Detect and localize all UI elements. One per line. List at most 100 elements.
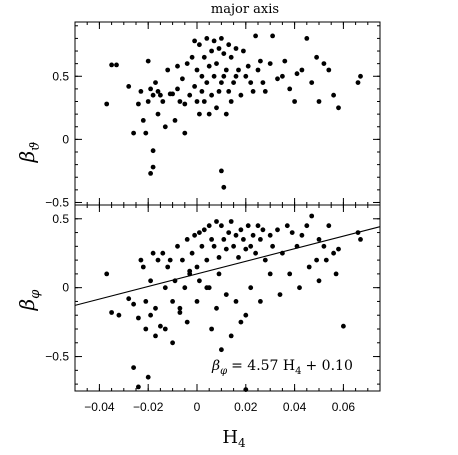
bottom-data-point — [167, 257, 173, 263]
top-data-point — [250, 89, 256, 94]
bottom-data-point — [280, 250, 285, 256]
bottom-data-point — [136, 384, 141, 390]
bottom-data-point — [187, 268, 193, 274]
bottom-data-point — [184, 319, 190, 325]
bottom-data-point — [162, 285, 168, 291]
bottom-data-point — [248, 285, 254, 291]
fit-line — [74, 226, 381, 306]
bottom-data-point — [148, 312, 154, 318]
top-data-point — [189, 54, 195, 60]
top-data-point — [197, 42, 202, 48]
bottom-data-point — [358, 237, 363, 242]
bottom-data-point — [223, 246, 229, 252]
top-data-point — [155, 89, 161, 94]
top-data-point — [175, 86, 180, 92]
top-data-point — [204, 80, 210, 85]
bottom-data-point — [162, 326, 168, 332]
top-data-point — [182, 130, 188, 136]
top-data-point — [184, 61, 190, 66]
top-data-point — [209, 48, 215, 54]
top-data-point — [201, 54, 207, 60]
bottom-data-point — [192, 232, 198, 238]
x-tick-label: 0.06 — [332, 400, 356, 414]
bottom-data-point — [131, 365, 137, 370]
top-data-point — [194, 67, 200, 73]
top-data-point — [158, 92, 163, 98]
top-data-point — [221, 184, 227, 190]
bottom-data-point — [289, 230, 295, 236]
top-data-point — [214, 61, 219, 66]
bottom-data-point — [204, 257, 210, 263]
top-data-point — [194, 99, 200, 104]
bottom-data-point — [206, 285, 212, 291]
top-data-point — [109, 62, 114, 68]
top-data-point — [294, 71, 300, 77]
bottom-data-point — [306, 264, 312, 270]
bottom-y-tick-label: −0.5 — [45, 350, 69, 364]
top-data-point — [150, 148, 156, 154]
top-data-point — [231, 80, 237, 85]
top-data-point — [226, 89, 232, 94]
top-data-point — [309, 80, 315, 85]
top-data-point — [358, 73, 363, 79]
top-data-point — [199, 89, 205, 94]
bottom-y-tick-label: 0.5 — [52, 212, 69, 226]
top-data-point — [175, 63, 180, 69]
bottom-data-point — [209, 237, 215, 242]
bottom-data-point — [255, 223, 261, 229]
bottom-data-point — [270, 243, 275, 249]
top-data-point — [245, 63, 251, 69]
top-data-point — [216, 46, 222, 51]
top-data-point — [143, 130, 149, 136]
bottom-data-point — [184, 237, 190, 242]
bottom-data-point — [136, 315, 141, 321]
bottom-data-point — [245, 223, 251, 229]
top-data-point — [262, 89, 268, 94]
top-y-tick-label: −0.5 — [45, 195, 69, 209]
top-data-point — [162, 124, 168, 130]
bottom-data-point — [228, 333, 234, 339]
bottom-data-point — [219, 223, 224, 229]
bottom-data-point — [209, 326, 215, 332]
bottom-data-point — [238, 319, 244, 325]
top-data-point — [248, 80, 254, 85]
bottom-data-point — [223, 292, 229, 297]
top-data-point — [223, 111, 229, 117]
bottom-y-tick-label: 0 — [62, 281, 69, 295]
bottom-data-point — [194, 264, 200, 270]
top-data-point — [126, 84, 132, 89]
top-ylabel: βϑ — [15, 142, 43, 164]
bottom-data-point — [138, 257, 144, 263]
bottom-data-point — [250, 232, 256, 238]
bottom-data-point — [206, 223, 212, 229]
top-data-point — [292, 99, 297, 104]
top-data-point — [204, 36, 210, 41]
bottom-data-point — [331, 250, 336, 256]
bottom-data-point — [323, 257, 329, 263]
top-data-point — [233, 73, 239, 79]
bottom-data-point — [248, 243, 254, 249]
top-data-point — [228, 99, 234, 104]
top-data-point — [153, 80, 158, 85]
bottom-data-point — [275, 227, 280, 233]
bottom-plot-frame — [74, 204, 381, 392]
top-data-point — [255, 67, 261, 73]
bottom-data-point — [126, 296, 132, 302]
bottom-data-point — [197, 230, 202, 236]
bottom-data-point — [201, 227, 207, 233]
bottom-data-point — [214, 219, 219, 224]
x-tick-label: 0.02 — [234, 400, 258, 414]
bottom-data-point — [231, 243, 237, 249]
top-data-point — [187, 92, 193, 98]
bottom-data-point — [260, 227, 266, 233]
top-data-point — [148, 171, 154, 176]
top-data-point — [316, 99, 322, 104]
top-data-point — [331, 92, 336, 98]
bottom-data-point — [116, 312, 122, 318]
top-data-point — [221, 51, 227, 56]
bottom-data-point — [194, 299, 200, 304]
top-data-point — [219, 36, 224, 41]
top-data-point — [226, 42, 232, 48]
top-data-point — [138, 89, 144, 94]
top-data-point — [270, 33, 275, 39]
